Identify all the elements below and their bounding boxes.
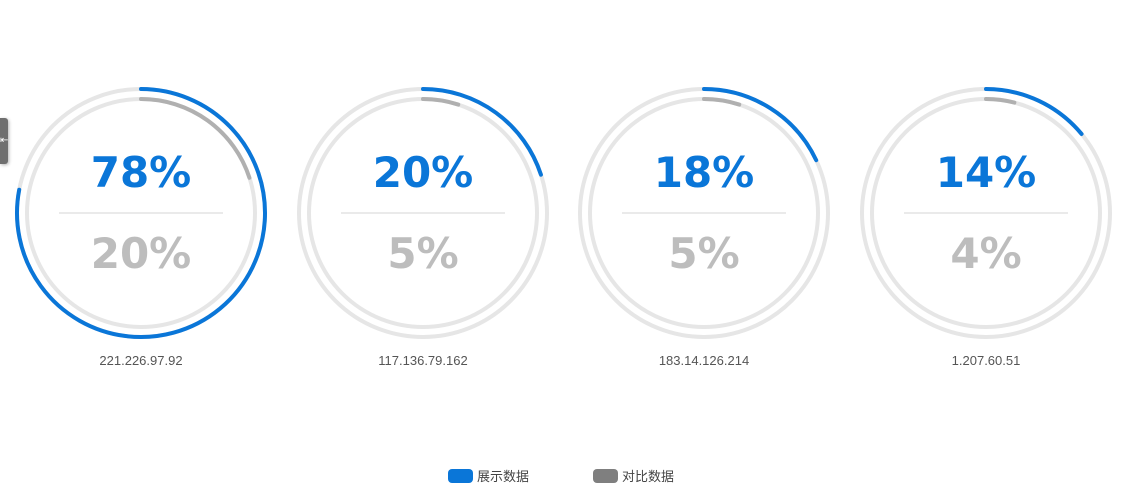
gauge-primary-arc [702, 87, 819, 163]
gauge-primary-arc [421, 87, 543, 177]
gauge-compare-value: 20% [91, 229, 192, 278]
gauge-primary-value: 78% [91, 148, 192, 197]
gauge-compare-value: 4% [950, 229, 1021, 278]
gauge-category-label: 1.207.60.51 [952, 353, 1021, 368]
legend-item-primary[interactable]: 展示数据 [448, 466, 529, 485]
gauge-category-label: 117.136.79.162 [378, 353, 467, 368]
gauge-compare-value: 5% [668, 229, 739, 278]
gauge-compare-value: 5% [387, 229, 458, 278]
gauge-compare-arc [139, 97, 252, 180]
side-collapse-tab[interactable]: ⇤ [0, 118, 8, 164]
gauge-primary-arc [984, 87, 1084, 136]
gauge-compare-arc [421, 97, 461, 107]
gauge-primary-value: 14% [936, 148, 1037, 197]
legend-label-primary: 展示数据 [477, 470, 530, 485]
gauge-4[interactable]: 14% 4% 1.207.60.51 [860, 87, 1112, 368]
gauge-primary-value: 18% [654, 148, 755, 197]
gauge-primary-arc [15, 87, 267, 339]
legend-swatch-primary [448, 468, 473, 483]
gauge-compare-arc [702, 97, 742, 107]
gauge-2[interactable]: 20% 5% 117.136.79.162 [297, 87, 549, 368]
legend-swatch-compare [593, 468, 618, 483]
gauge-primary-value: 20% [373, 148, 474, 197]
gauge-3[interactable]: 18% 5% 183.14.126.214 [578, 87, 830, 368]
legend-label-compare: 对比数据 [622, 470, 675, 485]
gauge-category-label: 183.14.126.214 [659, 353, 749, 368]
gauge-compare-arc [984, 97, 1017, 105]
gauge-category-label: 221.226.97.92 [99, 353, 182, 368]
collapse-icon: ⇤ [0, 135, 8, 146]
legend-item-compare[interactable]: 对比数据 [593, 466, 674, 485]
gauge-1[interactable]: 78% 20% 221.226.97.92 [15, 87, 267, 368]
